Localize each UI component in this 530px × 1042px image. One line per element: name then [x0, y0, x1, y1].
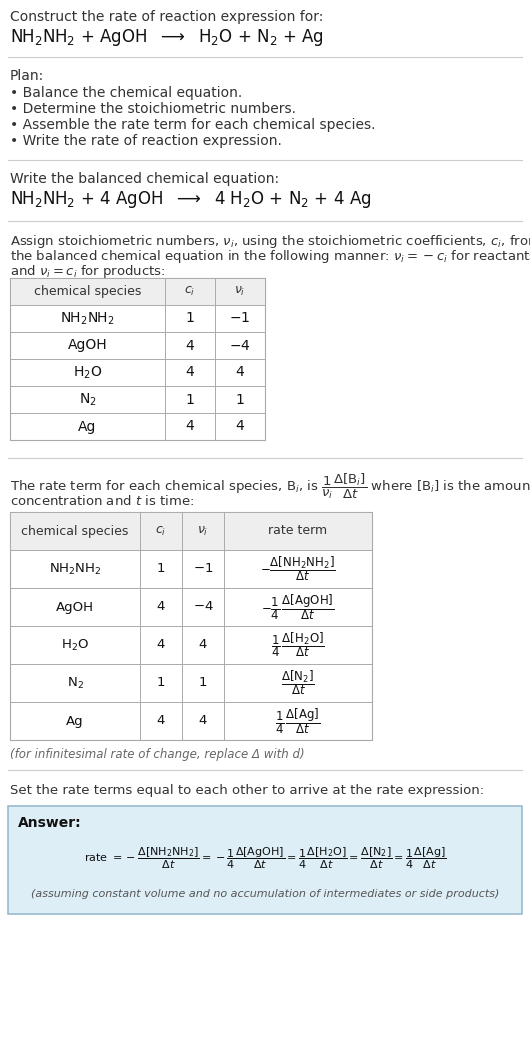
Text: rate $= -\dfrac{\Delta[\mathrm{NH_2NH_2}]}{\Delta t} = -\dfrac{1}{4}\dfrac{\Delt: rate $= -\dfrac{\Delta[\mathrm{NH_2NH_2}… [84, 845, 446, 871]
FancyBboxPatch shape [8, 807, 522, 914]
Text: $-4$: $-4$ [192, 600, 214, 614]
Text: the balanced chemical equation in the following manner: $\nu_i = -c_i$ for react: the balanced chemical equation in the fo… [10, 248, 530, 265]
Text: 4: 4 [186, 339, 195, 352]
Text: 1: 1 [186, 393, 195, 406]
Text: 1: 1 [157, 563, 165, 575]
Text: 4: 4 [157, 639, 165, 651]
Text: 4: 4 [186, 366, 195, 379]
Text: Ag: Ag [78, 420, 96, 433]
Text: • Determine the stoichiometric numbers.: • Determine the stoichiometric numbers. [10, 102, 296, 116]
FancyBboxPatch shape [10, 512, 372, 740]
Text: chemical species: chemical species [34, 286, 141, 298]
Text: $-\dfrac{1}{4}\,\dfrac{\Delta[\mathrm{AgOH}]}{\Delta t}$: $-\dfrac{1}{4}\,\dfrac{\Delta[\mathrm{Ag… [261, 592, 335, 622]
Text: chemical species: chemical species [21, 524, 129, 538]
Text: 4: 4 [199, 715, 207, 727]
Text: $-1$: $-1$ [229, 312, 251, 325]
Text: H$_2$O: H$_2$O [61, 638, 89, 652]
Text: $\nu_i$: $\nu_i$ [197, 524, 209, 538]
Text: $-\dfrac{\Delta[\mathrm{NH_2NH_2}]}{\Delta t}$: $-\dfrac{\Delta[\mathrm{NH_2NH_2}]}{\Del… [260, 554, 336, 584]
FancyBboxPatch shape [10, 278, 265, 305]
Text: 4: 4 [236, 366, 244, 379]
Text: Answer:: Answer: [18, 816, 82, 830]
Text: Ag: Ag [66, 715, 84, 727]
Text: NH$_2$NH$_2$ + 4 AgOH  $\longrightarrow$  4 H$_2$O + N$_2$ + 4 Ag: NH$_2$NH$_2$ + 4 AgOH $\longrightarrow$ … [10, 189, 372, 210]
Text: 4: 4 [236, 420, 244, 433]
Text: $-4$: $-4$ [229, 339, 251, 352]
Text: NH$_2$NH$_2$: NH$_2$NH$_2$ [60, 311, 115, 327]
Text: 1: 1 [186, 312, 195, 325]
Text: Plan:: Plan: [10, 69, 44, 83]
Text: 1: 1 [235, 393, 244, 406]
Text: $c_i$: $c_i$ [155, 524, 166, 538]
FancyBboxPatch shape [10, 278, 265, 440]
Text: Construct the rate of reaction expression for:: Construct the rate of reaction expressio… [10, 10, 323, 24]
Text: AgOH: AgOH [56, 600, 94, 614]
Text: N$_2$: N$_2$ [78, 392, 96, 407]
Text: NH$_2$NH$_2$: NH$_2$NH$_2$ [49, 562, 101, 576]
Text: 4: 4 [157, 600, 165, 614]
Text: and $\nu_i = c_i$ for products:: and $\nu_i = c_i$ for products: [10, 263, 165, 280]
Text: 1: 1 [157, 676, 165, 690]
Text: 4: 4 [157, 715, 165, 727]
Text: rate term: rate term [268, 524, 328, 538]
Text: $\dfrac{1}{4}\,\dfrac{\Delta[\mathrm{Ag}]}{\Delta t}$: $\dfrac{1}{4}\,\dfrac{\Delta[\mathrm{Ag}… [275, 706, 321, 736]
Text: $\dfrac{\Delta[\mathrm{N_2}]}{\Delta t}$: $\dfrac{\Delta[\mathrm{N_2}]}{\Delta t}$ [281, 669, 315, 697]
Text: • Balance the chemical equation.: • Balance the chemical equation. [10, 86, 242, 100]
Text: H$_2$O: H$_2$O [73, 365, 102, 380]
Text: $-1$: $-1$ [193, 563, 213, 575]
Text: (assuming constant volume and no accumulation of intermediates or side products): (assuming constant volume and no accumul… [31, 889, 499, 899]
Text: $\dfrac{1}{4}\,\dfrac{\Delta[\mathrm{H_2O}]}{\Delta t}$: $\dfrac{1}{4}\,\dfrac{\Delta[\mathrm{H_2… [271, 630, 325, 660]
FancyBboxPatch shape [10, 512, 372, 550]
Text: • Write the rate of reaction expression.: • Write the rate of reaction expression. [10, 134, 282, 148]
Text: $\nu_i$: $\nu_i$ [234, 284, 246, 298]
Text: N$_2$: N$_2$ [67, 675, 83, 691]
Text: concentration and $t$ is time:: concentration and $t$ is time: [10, 494, 194, 508]
Text: • Assemble the rate term for each chemical species.: • Assemble the rate term for each chemic… [10, 118, 375, 132]
Text: Write the balanced chemical equation:: Write the balanced chemical equation: [10, 172, 279, 187]
Text: 4: 4 [186, 420, 195, 433]
Text: (for infinitesimal rate of change, replace Δ with d): (for infinitesimal rate of change, repla… [10, 748, 305, 761]
Text: Set the rate terms equal to each other to arrive at the rate expression:: Set the rate terms equal to each other t… [10, 784, 484, 797]
Text: AgOH: AgOH [68, 339, 107, 352]
Text: 4: 4 [199, 639, 207, 651]
Text: $c_i$: $c_i$ [184, 284, 196, 298]
Text: Assign stoichiometric numbers, $\nu_i$, using the stoichiometric coefficients, $: Assign stoichiometric numbers, $\nu_i$, … [10, 233, 530, 250]
Text: 1: 1 [199, 676, 207, 690]
Text: NH$_2$NH$_2$ + AgOH  $\longrightarrow$  H$_2$O + N$_2$ + Ag: NH$_2$NH$_2$ + AgOH $\longrightarrow$ H$… [10, 27, 324, 48]
Text: The rate term for each chemical species, B$_i$, is $\dfrac{1}{\nu_i}\dfrac{\Delt: The rate term for each chemical species,… [10, 472, 530, 501]
